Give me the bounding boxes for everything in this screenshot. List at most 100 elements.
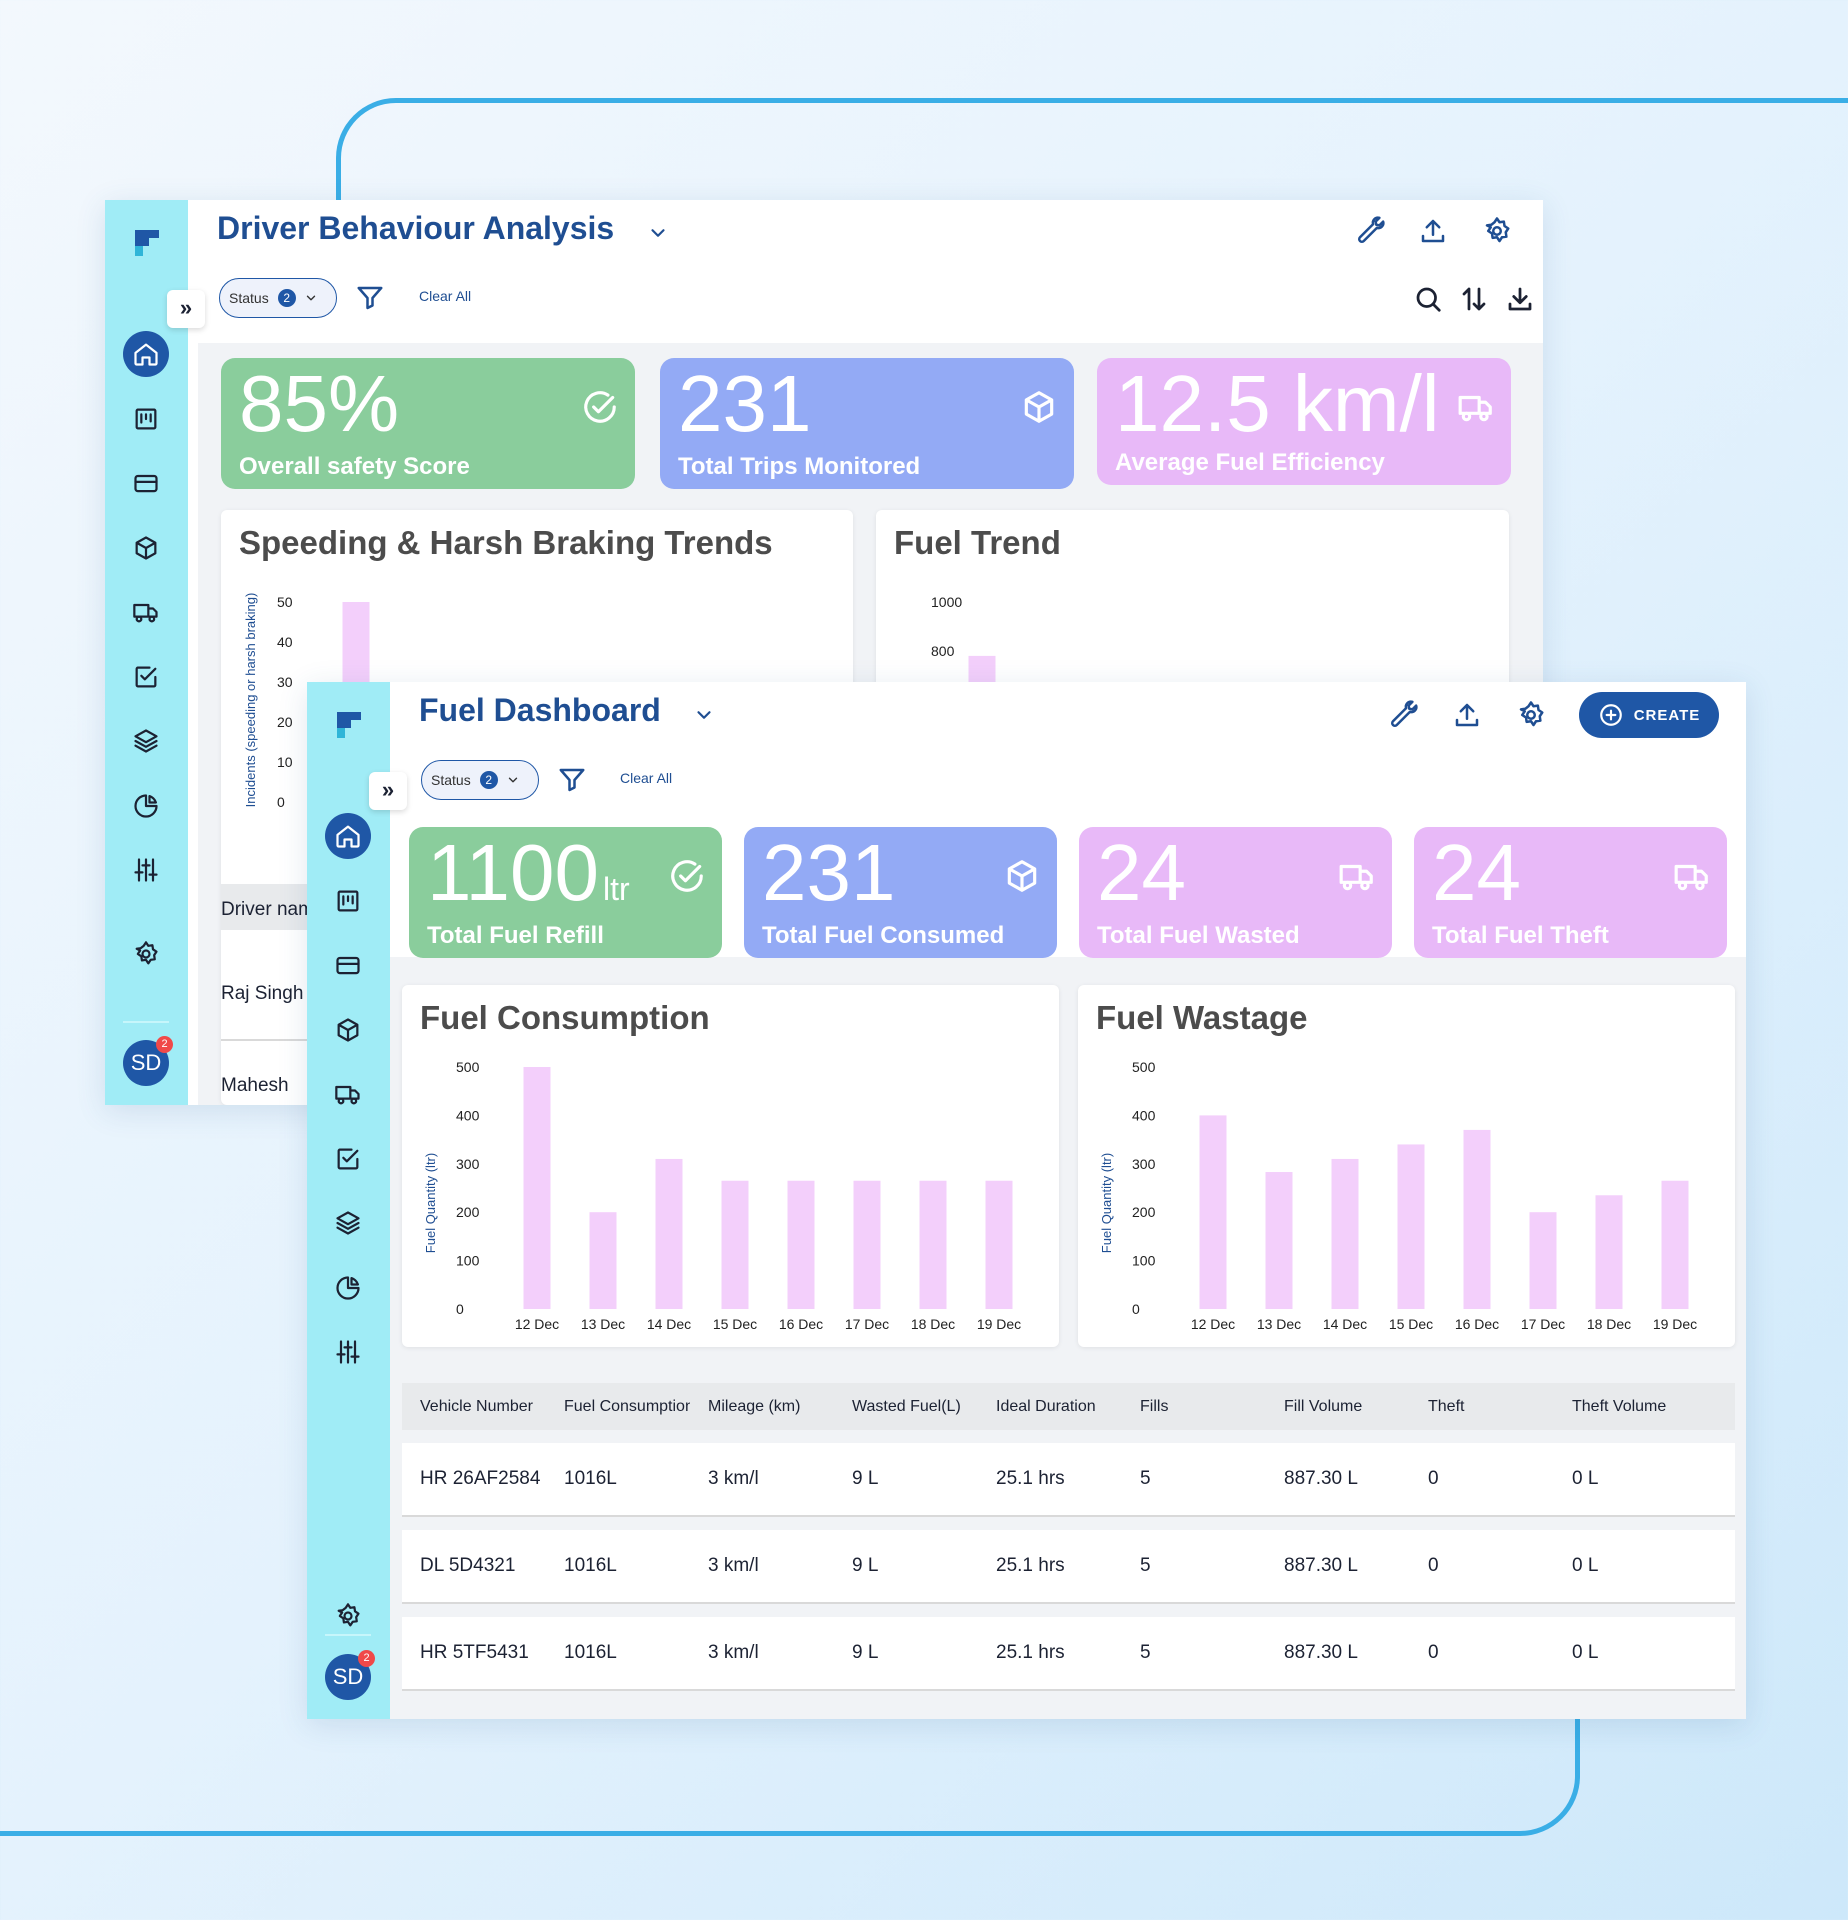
y-tick-label: 100 (456, 1253, 480, 1269)
kpi-value: 12.5 km/l (1115, 359, 1440, 448)
home-icon[interactable] (123, 331, 169, 377)
filter-icon[interactable] (355, 283, 385, 313)
column-header[interactable]: Theft (1428, 1397, 1465, 1415)
truck-icon (1457, 388, 1495, 426)
truck-icon[interactable] (123, 589, 169, 635)
column-header[interactable]: Mileage (km) (708, 1397, 801, 1415)
sort-icon[interactable] (1459, 284, 1489, 314)
settings-icon[interactable] (325, 1593, 371, 1639)
kpi-total-fuel-consumed: 231 Total Fuel Consumed (744, 827, 1057, 958)
y-tick-label: 0 (277, 794, 285, 810)
table-cell: DL 5D4321 (420, 1555, 516, 1576)
x-tick-label: 14 Dec (1323, 1316, 1367, 1332)
upload-icon[interactable] (1452, 700, 1482, 730)
sidebar: SD 2 (105, 200, 188, 1105)
card-icon[interactable] (123, 460, 169, 506)
x-tick-label: 19 Dec (977, 1316, 1021, 1332)
settings-icon[interactable] (123, 931, 169, 977)
kanban-icon[interactable] (123, 396, 169, 442)
home-icon[interactable] (325, 813, 371, 859)
y-tick-label: 20 (277, 714, 293, 730)
truck-icon (1338, 857, 1376, 895)
settings-icon[interactable] (1516, 700, 1546, 730)
y-tick-label: 30 (277, 674, 293, 690)
expand-sidebar-button[interactable]: » (167, 290, 205, 328)
table-cell: 0 L (1572, 1468, 1599, 1489)
kpi-label: Total Fuel Refill (427, 922, 604, 949)
kpi-fuel-efficiency: 12.5 km/l Average Fuel Efficiency (1097, 358, 1511, 485)
pie-chart-icon[interactable] (123, 783, 169, 829)
y-tick-label: 500 (456, 1059, 480, 1075)
upload-icon[interactable] (1418, 216, 1448, 246)
bar (1661, 1180, 1689, 1309)
column-header[interactable]: Fuel Consumption (564, 1397, 690, 1415)
clear-all-link[interactable]: Clear All (620, 770, 673, 786)
layers-icon[interactable] (123, 718, 169, 764)
notification-badge: 2 (156, 1036, 173, 1053)
column-header[interactable]: Theft Volume (1572, 1397, 1667, 1415)
row-divider (221, 1039, 321, 1041)
fuel-wastage-chart-card: Fuel Wastage 0 100 200 300 400 500 Fuel Quanti… (1078, 985, 1735, 1347)
x-tick-label: 13 Dec (581, 1316, 625, 1332)
x-tick-label: 16 Dec (1455, 1316, 1499, 1332)
column-header[interactable]: Wasted Fuel(L) (852, 1397, 961, 1415)
create-button[interactable]: CREATE (1579, 692, 1719, 738)
y-tick-label: 50 (277, 594, 293, 610)
table-cell: 3 km/l (708, 1642, 759, 1663)
column-header[interactable]: Vehicle Number (420, 1397, 533, 1415)
table-cell: 25.1 hrs (996, 1468, 1065, 1489)
wrench-icon[interactable] (1388, 700, 1418, 730)
wrench-icon[interactable] (1355, 216, 1385, 246)
cube-icon[interactable] (123, 525, 169, 571)
x-tick-label: 18 Dec (1587, 1316, 1631, 1332)
kpi-total-fuel-theft: 24 Total Fuel Theft (1414, 827, 1727, 958)
layers-icon[interactable] (325, 1200, 371, 1246)
avatar[interactable]: SD 2 (123, 1036, 173, 1086)
chevron-down-icon (306, 295, 315, 301)
kpi-label: Total Fuel Consumed (762, 922, 1005, 949)
sliders-icon[interactable] (123, 847, 169, 893)
search-icon[interactable] (1413, 284, 1443, 314)
table-row[interactable]: HR 5TF5431 1016L 3 km/l 9 L 25.1 hrs 5 887.30 … (402, 1617, 1735, 1691)
chevron-down-icon (508, 777, 517, 783)
kpi-total-fuel-refill: 1100 ltr Total Fuel Refill (409, 827, 722, 958)
table-cell: 0 (1428, 1468, 1439, 1489)
card-icon[interactable] (325, 942, 371, 988)
column-header[interactable]: Ideal Duration (996, 1397, 1096, 1415)
settings-icon[interactable] (1482, 216, 1512, 246)
page-title: Driver Behaviour Analysis (217, 210, 615, 246)
expand-sidebar-button[interactable]: » (369, 772, 407, 810)
table-body: HR 26AF2584 1016L 3 km/l 9 L 25.1 hrs 5 887.30… (402, 1443, 1735, 1691)
clear-all-link[interactable]: Clear All (419, 288, 472, 304)
x-tick-label: 17 Dec (845, 1316, 889, 1332)
avatar[interactable]: SD 2 (325, 1650, 375, 1700)
table-row[interactable]: DL 5D4321 1016L 3 km/l 9 L 25.1 hrs 5 887.30 L… (402, 1530, 1735, 1604)
logo-icon (337, 712, 361, 738)
cube-icon[interactable] (325, 1007, 371, 1053)
status-filter[interactable]: Status 2 (421, 760, 539, 800)
filter-icon[interactable] (557, 765, 587, 795)
bar (787, 1180, 815, 1309)
checkbox-icon[interactable] (325, 1136, 371, 1182)
table-header: Vehicle Number Fuel Consumption Mileage (k… (402, 1383, 1735, 1430)
sliders-icon[interactable] (325, 1329, 371, 1375)
bar (589, 1212, 617, 1309)
column-header[interactable]: Fills (1140, 1397, 1169, 1415)
kpi-safety-score: 85% Overall safety Score (221, 358, 635, 489)
status-filter[interactable]: Status 2 (219, 278, 337, 318)
chevron-down-icon[interactable] (693, 704, 715, 726)
kanban-icon[interactable] (325, 878, 371, 924)
fuel-consumption-chart-card: Fuel Consumption 0 100 200 300 400 500 Fuel Qu… (402, 985, 1059, 1347)
pie-chart-icon[interactable] (325, 1265, 371, 1311)
truck-icon (1673, 857, 1711, 895)
status-label: Status (431, 772, 471, 788)
table-row[interactable]: HR 26AF2584 1016L 3 km/l 9 L 25.1 hrs 5 887.30… (402, 1443, 1735, 1517)
truck-icon[interactable] (325, 1071, 371, 1117)
chevron-down-icon[interactable] (647, 222, 669, 244)
y-axis-label: Fuel Quantity (ltr) (423, 1153, 438, 1253)
kpi-value: 24 (1097, 828, 1186, 917)
driver-list-header-label: Driver name (221, 899, 311, 920)
column-header[interactable]: Fill Volume (1284, 1397, 1363, 1415)
download-icon[interactable] (1505, 284, 1535, 314)
checkbox-icon[interactable] (123, 654, 169, 700)
